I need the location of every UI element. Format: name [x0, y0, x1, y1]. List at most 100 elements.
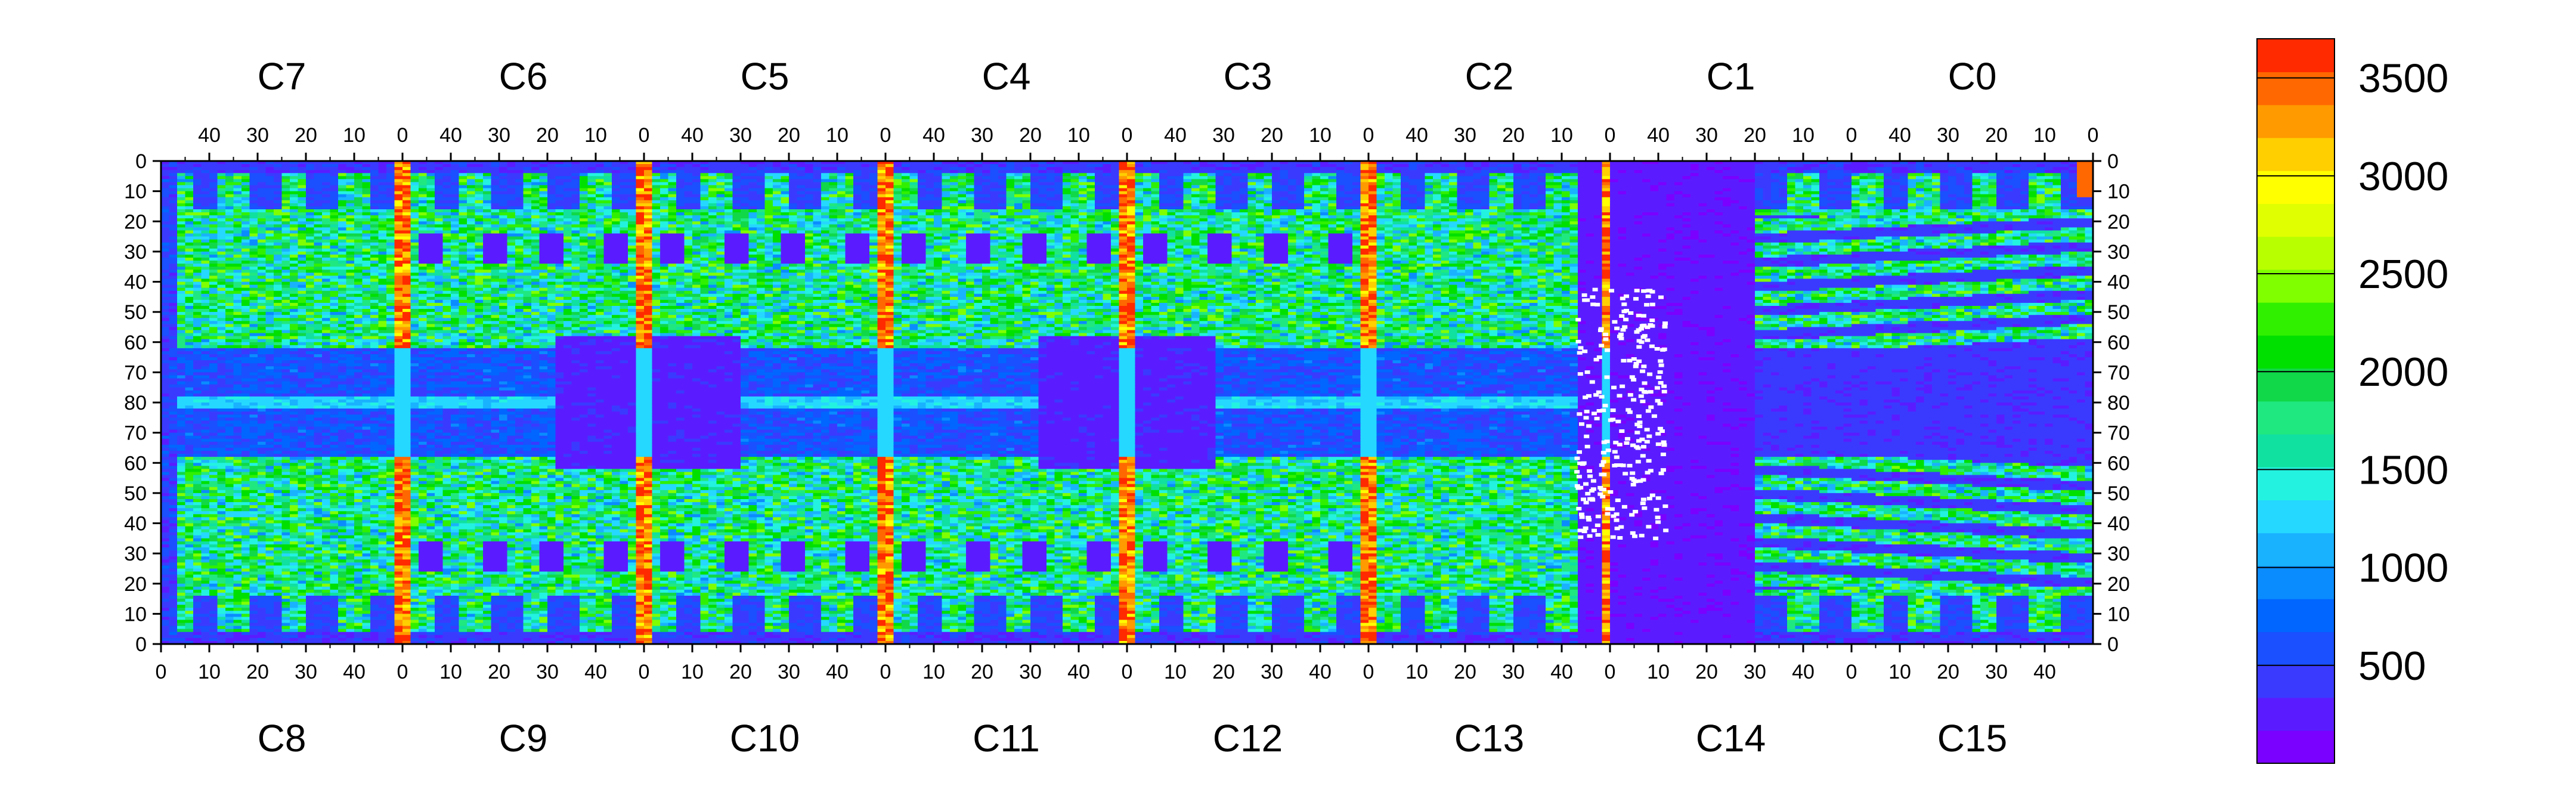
heatmap-cell [741, 182, 749, 185]
heatmap-cell [459, 191, 467, 195]
heatmap-cell [1216, 167, 1224, 171]
heatmap-cell [862, 185, 870, 189]
heatmap-cell [1522, 170, 1530, 174]
heatmap-cell [1417, 209, 1425, 213]
heatmap-cell [1884, 185, 1892, 189]
heatmap-cell [998, 194, 1007, 198]
heatmap-cell [1143, 200, 1151, 204]
heatmap-cell [1433, 206, 1441, 210]
heatmap-cell [821, 194, 829, 198]
heatmap-cell [258, 164, 266, 168]
heatmap-cell [1368, 200, 1377, 204]
heatmap-cell [1723, 176, 1731, 179]
heatmap-cell [708, 203, 717, 207]
heatmap-cell [1352, 212, 1361, 216]
heatmap-cell [1731, 209, 1739, 213]
heatmap-cell [878, 185, 886, 189]
heatmap-cell [1908, 173, 1916, 177]
heatmap-cell [1594, 170, 1602, 174]
heatmap-cell [2029, 182, 2037, 185]
heatmap-cell [1063, 197, 1071, 201]
heatmap-cell [829, 179, 838, 182]
heatmap-cell [1980, 209, 1989, 213]
heatmap-cell [1667, 194, 1675, 198]
heatmap-cell [886, 194, 894, 198]
heatmap-cell [1948, 203, 1956, 207]
heatmap-cell [741, 212, 749, 216]
heatmap-cell [2037, 191, 2045, 195]
heatmap-cell [411, 164, 419, 168]
heatmap-cell [1739, 203, 1747, 207]
heatmap-cell [2053, 191, 2061, 195]
heatmap-cell [604, 215, 612, 219]
heatmap-cell [218, 176, 226, 179]
heatmap-cell [837, 212, 846, 216]
heatmap-cell [564, 185, 572, 189]
heatmap-cell [1554, 167, 1562, 171]
heatmap-cell [1449, 200, 1457, 204]
heatmap-cell [910, 212, 918, 216]
heatmap-cell [1562, 179, 1570, 182]
heatmap-cell [701, 206, 709, 210]
heatmap-cell [894, 194, 902, 198]
heatmap-cell [724, 197, 733, 201]
heatmap-cell [507, 185, 516, 189]
heatmap-cell [1168, 185, 1176, 189]
heatmap-cell [427, 206, 435, 210]
heatmap-cell [612, 170, 620, 174]
heatmap-cell [1819, 197, 1828, 201]
heatmap-cell [402, 176, 411, 179]
heatmap-cell [1280, 212, 1289, 216]
heatmap-cell [926, 167, 934, 171]
heatmap-cell [1538, 164, 1546, 168]
heatmap-cell [266, 206, 274, 210]
heatmap-cell [886, 203, 894, 207]
heatmap-cell [1393, 212, 1401, 216]
heatmap-cell [1844, 173, 1852, 177]
heatmap-cell [821, 191, 829, 195]
heatmap-cell [797, 185, 806, 189]
heatmap-cell [998, 209, 1007, 213]
heatmap-cell [1707, 200, 1715, 204]
heatmap-cell [685, 167, 693, 171]
heatmap-cell [1417, 191, 1425, 195]
heatmap-cell [1425, 212, 1433, 216]
heatmap-cell [451, 194, 459, 198]
heatmap-cell [202, 209, 210, 213]
heatmap-cell [1884, 203, 1892, 207]
heatmap-cell [1868, 200, 1876, 204]
heatmap-cell [1030, 182, 1039, 185]
heatmap-cell [1248, 173, 1256, 177]
heatmap-cell [966, 209, 974, 213]
heatmap-cell [596, 194, 604, 198]
heatmap-cell [821, 209, 829, 213]
heatmap-cell [1095, 209, 1103, 213]
heatmap-cell [685, 212, 693, 216]
heatmap-cell [1916, 209, 1924, 213]
heatmap-cell [1723, 167, 1731, 171]
heatmap-cell [491, 206, 500, 210]
heatmap-cell [660, 176, 668, 179]
heatmap-cell [717, 185, 725, 189]
heatmap-cell [1546, 188, 1554, 192]
heatmap-cell [507, 206, 516, 210]
heatmap-cell [878, 176, 886, 179]
heatmap-cell [1723, 197, 1731, 201]
heatmap-cell [1586, 185, 1594, 189]
heatmap-cell [588, 212, 596, 216]
heatmap-cell [1634, 188, 1643, 192]
heatmap-cell [1763, 194, 1772, 198]
heatmap-cell [926, 182, 934, 185]
heatmap-cell [306, 182, 314, 185]
heatmap-cell [177, 212, 185, 216]
heatmap-cell [926, 200, 934, 204]
heatmap-cell [1723, 203, 1731, 207]
heatmap-cell [1723, 179, 1731, 182]
heatmap-cell [564, 194, 572, 198]
heatmap-cell [185, 194, 194, 198]
heatmap-cell [1288, 182, 1296, 185]
heatmap-cell [1079, 170, 1087, 174]
heatmap-cell [1763, 170, 1772, 174]
heatmap-cell [765, 164, 773, 168]
heatmap-cell [1465, 182, 1473, 185]
